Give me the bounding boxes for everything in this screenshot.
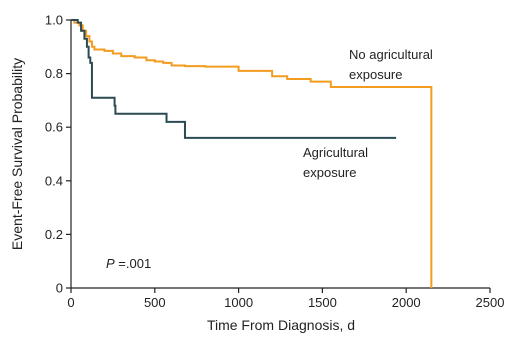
series-label-no-agricultural-line-2: exposure (349, 67, 402, 82)
x-tick-label: 1000 (224, 295, 253, 310)
y-tick-label: 0 (56, 281, 63, 296)
y-tick-label: 1.0 (45, 13, 63, 28)
y-tick-label: 0.2 (45, 227, 63, 242)
series-label-agricultural-line-2: exposure (303, 165, 356, 180)
p-value-annotation: P =.001 (106, 256, 151, 271)
series-label-agricultural-line-1: Agricultural (303, 145, 368, 160)
p-value-number: =.001 (115, 256, 152, 271)
x-tick-label: 2500 (476, 295, 505, 310)
y-axis-title: Event-Free Survival Probability (9, 58, 25, 250)
y-tick-label: 0.8 (45, 66, 63, 81)
ticks: 0 500 1000 1500 2000 2500 0 0.2 0.4 0.6 0.8 1.0 (45, 13, 505, 311)
x-tick-label: 2000 (392, 295, 421, 310)
x-axis-title: Time From Diagnosis, d (207, 317, 355, 333)
series-label-no-agricultural-line-1: No agricultural (349, 47, 433, 62)
series-layer (71, 19, 433, 288)
x-tick-label: 1500 (308, 295, 337, 310)
x-tick-label: 0 (67, 295, 74, 310)
p-value-symbol: P (106, 256, 115, 271)
y-tick-label: 0.6 (45, 120, 63, 135)
series-line-no-agricultural-exposure (71, 19, 433, 288)
x-tick-label: 500 (144, 295, 166, 310)
y-tick-label: 0.4 (45, 173, 63, 188)
series-line-agricultural-exposure (71, 19, 397, 139)
axes (70, 20, 490, 289)
